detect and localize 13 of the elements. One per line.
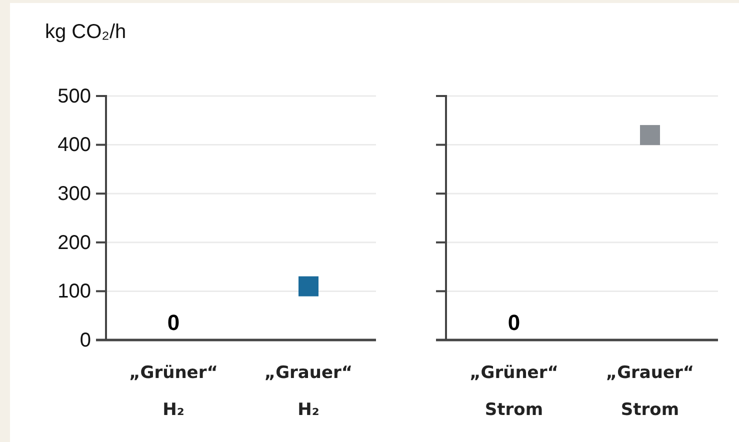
- y-tick-label: 300: [58, 183, 91, 205]
- annotation: 0: [508, 310, 520, 335]
- x-tick-label: „Grüner“ H₂: [129, 363, 218, 420]
- chart-title: kg CO₂/h: [45, 21, 126, 43]
- y-tick-label: 400: [58, 134, 91, 156]
- x-tick-label: „Grauer“ Strom: [606, 363, 694, 420]
- y-tick-label: 500: [58, 85, 91, 108]
- x-tick-label: „Grüner“ Strom: [470, 363, 558, 420]
- y-tick-label: 200: [58, 232, 91, 254]
- x-tick-label: „Grauer“ H₂: [264, 363, 353, 420]
- y-tick-label: 100: [58, 280, 91, 303]
- annotation: 0: [167, 310, 180, 335]
- y-tick-label: 0: [80, 329, 91, 352]
